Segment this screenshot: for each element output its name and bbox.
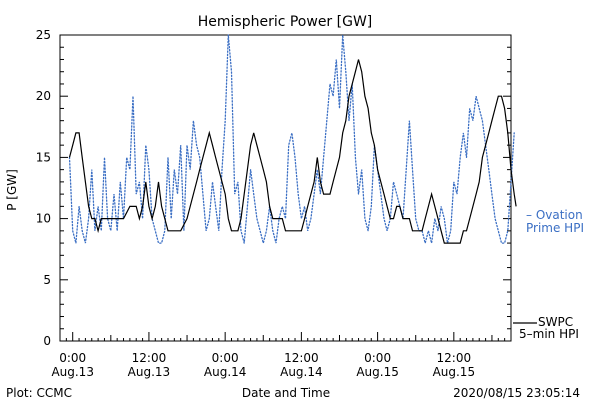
plot-frame bbox=[59, 34, 512, 342]
x-tick-label-date: Aug.13 bbox=[51, 365, 94, 379]
chart-title: Hemispheric Power [GW] bbox=[198, 14, 373, 30]
legend-swpc-line1: SWPC bbox=[538, 315, 573, 329]
y-axis: 0 5 10 15 20 25 bbox=[36, 28, 511, 348]
x-axis: 0:00Aug.1312:00Aug.130:00Aug.1412:00Aug.… bbox=[51, 332, 512, 379]
y-tick-label: 10 bbox=[36, 212, 51, 226]
legend-ovation-line2: Prime HPI bbox=[526, 221, 584, 235]
x-tick-label-date: Aug.14 bbox=[204, 365, 247, 379]
series-line-swpc bbox=[68, 59, 517, 244]
series-line-ovation bbox=[68, 34, 515, 244]
x-tick-label-time: 0:00 bbox=[364, 351, 391, 365]
legend-ovation: – Ovation Prime HPI bbox=[526, 208, 584, 235]
x-tick-label-time: 12:00 bbox=[437, 351, 472, 365]
legend-swpc-line2: 5–min HPI bbox=[519, 327, 579, 341]
y-tick-label: 5 bbox=[43, 273, 51, 287]
x-tick-label-time: 12:00 bbox=[132, 351, 167, 365]
plot-credit: Plot: CCMC bbox=[6, 386, 72, 400]
x-axis-label: Date and Time bbox=[242, 386, 330, 400]
y-tick-label: 20 bbox=[36, 89, 51, 103]
x-tick-label-time: 12:00 bbox=[284, 351, 319, 365]
legend-ovation-line1: – Ovation bbox=[526, 208, 583, 222]
x-tick-label-date: Aug.13 bbox=[128, 365, 171, 379]
series-layer bbox=[68, 34, 517, 244]
legend-swpc: SWPC 5–min HPI bbox=[513, 315, 579, 341]
y-axis-label: P [GW] bbox=[5, 169, 19, 211]
x-tick-label-time: 0:00 bbox=[59, 351, 86, 365]
x-tick-label-date: Aug.14 bbox=[280, 365, 323, 379]
y-tick-label: 25 bbox=[36, 28, 51, 42]
x-tick-label-date: Aug.15 bbox=[433, 365, 476, 379]
y-tick-label: 15 bbox=[36, 150, 51, 164]
y-tick-label: 0 bbox=[43, 334, 51, 348]
x-tick-label-time: 0:00 bbox=[212, 351, 239, 365]
x-tick-label-date: Aug.15 bbox=[356, 365, 399, 379]
plot-timestamp: 2020/08/15 23:05:14 bbox=[453, 386, 580, 400]
